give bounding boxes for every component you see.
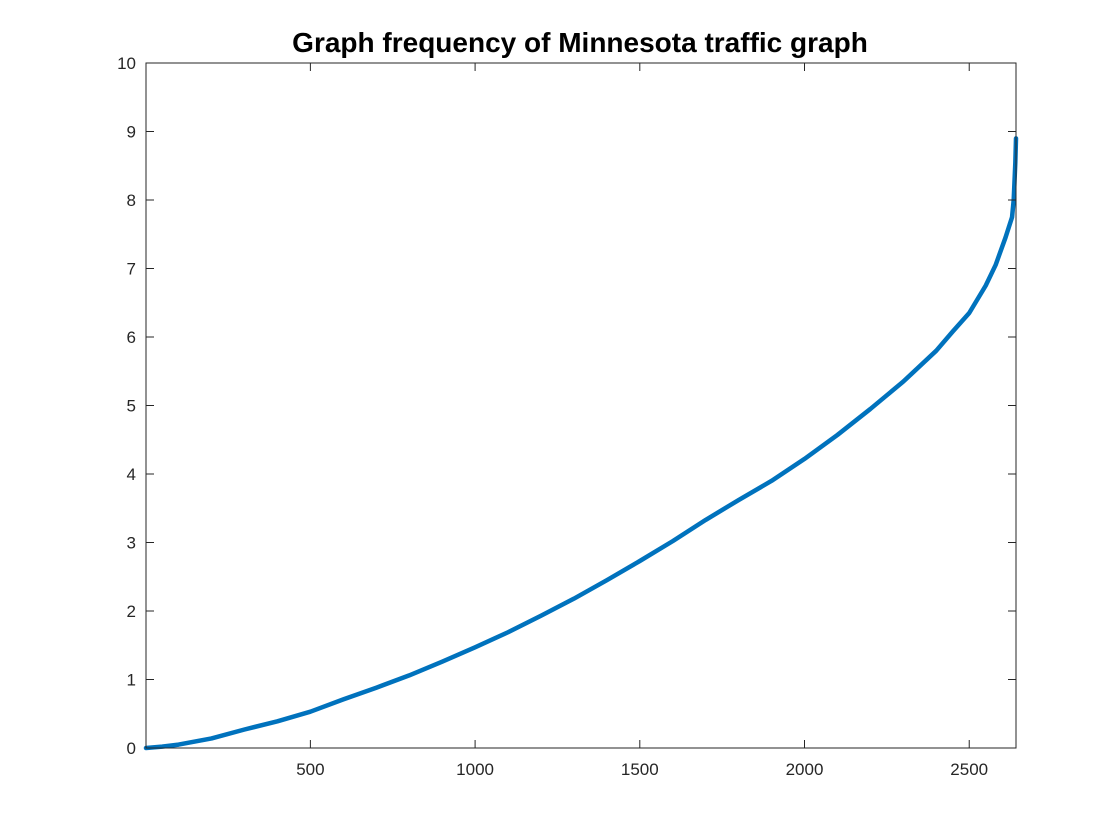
y-tick-label: 8 <box>127 191 136 210</box>
y-tick-label: 2 <box>127 602 136 621</box>
y-tick-label: 7 <box>127 260 136 279</box>
y-tick-label: 4 <box>127 465 136 484</box>
y-tick-label: 6 <box>127 328 136 347</box>
x-tick-label: 2500 <box>950 760 988 779</box>
x-tick-label: 1000 <box>456 760 494 779</box>
x-tick-label: 1500 <box>621 760 659 779</box>
y-tick-label: 1 <box>127 671 136 690</box>
x-tick-label: 2000 <box>786 760 824 779</box>
plot-area <box>146 63 1016 748</box>
y-tick-label: 10 <box>117 54 136 73</box>
y-tick-label: 3 <box>127 534 136 553</box>
y-tick-label: 5 <box>127 397 136 416</box>
y-tick-label: 0 <box>127 739 136 758</box>
chart-title: Graph frequency of Minnesota traffic gra… <box>292 27 868 58</box>
series-line-1 <box>143 136 1019 751</box>
y-tick-label: 9 <box>127 123 136 142</box>
x-tick-label: 500 <box>296 760 324 779</box>
